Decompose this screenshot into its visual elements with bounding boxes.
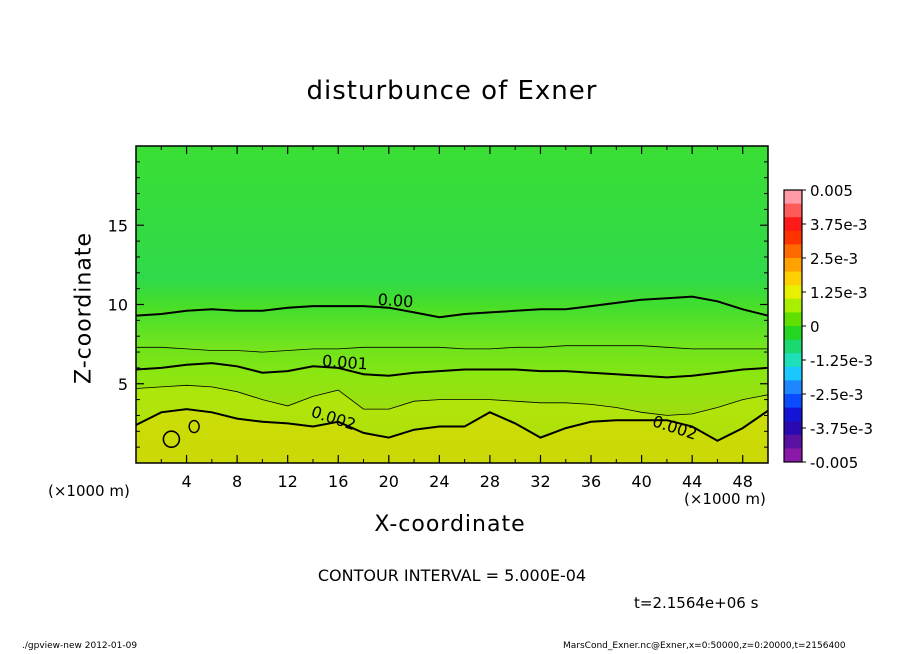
footer-source-label: MarsCond_Exner.nc@Exner,x=0:50000,z=0:20… [563,641,846,651]
colorbar-swatch [784,258,802,273]
colorbar: 0.005 3.75e-3 2.5e-3 1.25e-3 0 -1.25e-3 -2.5e-… [783,182,873,472]
colorbar-swatch [784,203,802,218]
contour-line [136,384,768,416]
footer-program-label: ./gpview-new 2012-01-09 [22,641,138,651]
x-tick-label: 36 [581,472,601,491]
colorbar-swatch [784,394,802,409]
x-tick-label: 8 [232,472,242,491]
colorbar-swatch [784,366,802,381]
colorbar-swatch [784,353,802,368]
y-tick-label: 5 [118,375,128,394]
contour-loop [162,430,181,449]
colorbar-label: 2.5e-3 [810,250,858,268]
contour-label: 0.00 [377,290,414,311]
colorbar-label: 0 [810,318,820,336]
colorbar-swatch [784,434,802,449]
contour-fill-band [136,385,768,463]
x-axis-label-text: X-coordinate [374,512,526,537]
x-tick-label: 48 [733,472,753,491]
x-axis-label: X-coordinate [0,512,904,537]
colorbar-label: -2.5e-3 [810,386,863,404]
field-background [136,146,768,463]
x-tick-label: 12 [278,472,298,491]
x-tick-label: 44 [682,472,702,491]
y-axis-label: Z-coordinate [71,232,97,384]
colorbar-swatch [784,271,802,286]
contour-label: 0.001 [321,351,368,373]
contour-fill-band [136,363,768,463]
x-tick-label: 24 [429,472,449,491]
colorbar-label: 1.25e-3 [810,284,868,302]
chart-title: disturbunce of Exner [306,76,598,106]
contour-line [136,362,768,379]
contour-line [136,345,768,353]
contour-line [136,295,768,319]
x-tick-label: 16 [328,472,348,491]
colorbar-swatch [784,407,802,422]
x-unit-right: (×1000 m) [684,490,766,508]
x-tick-label: 4 [181,472,191,491]
colorbar-swatch [784,326,802,341]
contour-loop [188,419,200,434]
colorbar-swatch [784,190,802,205]
colorbar-swatch [784,448,802,463]
plot-area [136,146,768,463]
x-tick-label: 20 [379,472,399,491]
colorbar-swatch [784,244,802,259]
colorbar-label: -0.005 [810,454,858,472]
colorbar-label: -1.25e-3 [810,352,873,370]
colorbar-swatch [784,421,802,436]
colorbar-swatch [784,380,802,395]
y-tick-label: 10 [108,296,128,315]
colorbar-swatch [784,298,802,313]
contour-line [136,408,768,442]
y-tick-label: 15 [108,216,128,235]
contour-fill-band [136,409,768,463]
x-tick-label: 40 [631,472,651,491]
colorbar-label: -3.75e-3 [810,420,873,438]
x-unit-left: (×1000 m) [48,482,130,500]
x-tick-label: 32 [530,472,550,491]
colorbar-swatch [784,285,802,300]
colorbar-label: 0.005 [810,182,853,200]
colorbar-swatch [784,230,802,245]
colorbar-swatch [784,312,802,327]
time-label: t=2.1564e+06 s [634,594,759,612]
contour-interval-label: CONTOUR INTERVAL = 5.000E-04 [317,566,587,585]
x-tick-label: 28 [480,472,500,491]
colorbar-label: 3.75e-3 [810,216,868,234]
colorbar-swatch [784,339,802,354]
colorbar-swatch [784,217,802,232]
contour-fill-band [136,345,768,463]
